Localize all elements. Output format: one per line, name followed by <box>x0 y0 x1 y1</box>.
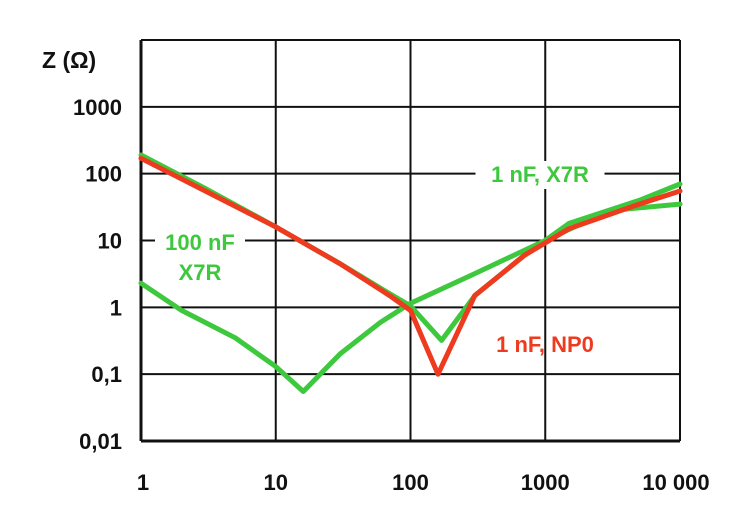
series-label: 1 nF, X7R <box>491 162 589 187</box>
series-layer <box>138 152 683 394</box>
grid <box>139 39 681 443</box>
x-tick-label: 10 <box>264 470 288 495</box>
y-tick-label: 1000 <box>73 95 122 120</box>
series-label: 1 nF, NP0 <box>496 332 594 357</box>
series-label: 100 nF <box>165 230 235 255</box>
x-tick-label: 1 <box>137 470 149 495</box>
y-tick-label: 10 <box>98 229 122 254</box>
tick-labels: 1 10 100 1000 10 000 0,01 0,1 1 10 100 1000 <box>73 95 710 495</box>
series-label: X7R <box>179 260 222 285</box>
series-line <box>138 155 683 377</box>
series-label-background <box>475 161 605 189</box>
y-tick-label: 0,01 <box>79 429 122 454</box>
y-tick-label: 0,1 <box>91 362 122 387</box>
series-label-background <box>155 229 245 257</box>
y-axis-label: Z (Ω) <box>42 47 96 73</box>
series-labels: 100 nF X7R 1 nF, X7R 1 nF, NP0 <box>155 161 605 357</box>
series-label-background <box>174 259 226 287</box>
x-tick-label: 1000 <box>521 470 570 495</box>
x-tick-label: 100 <box>392 470 429 495</box>
y-tick-label: 1 <box>110 295 122 320</box>
y-tick-label: 100 <box>85 162 122 187</box>
x-tick-label: 10 000 <box>642 470 709 495</box>
